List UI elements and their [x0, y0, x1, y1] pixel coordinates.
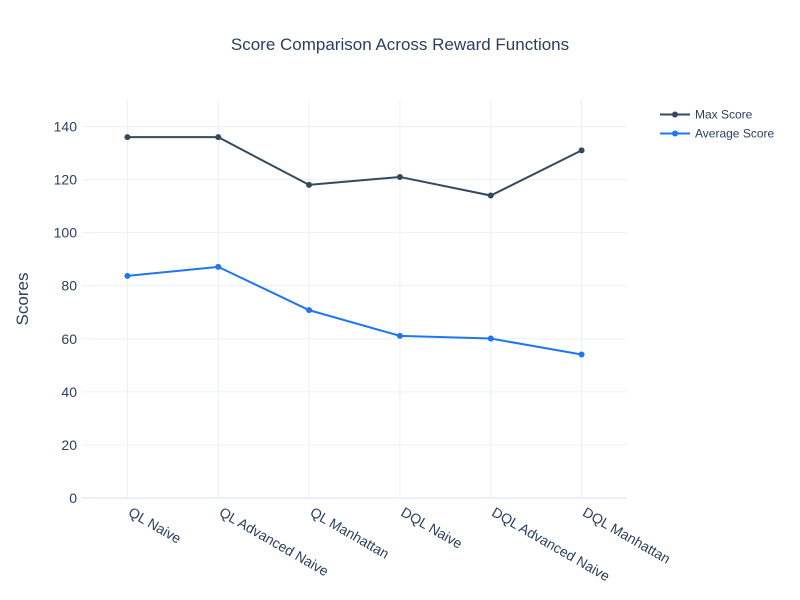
data-point-max-score-ql-naive[interactable]	[124, 134, 131, 141]
data-point-average-score-dql-naive[interactable]	[396, 332, 403, 339]
series-line-max-score	[127, 136, 583, 197]
x-tick-label-ql-naive: QL Naive	[126, 504, 184, 547]
data-point-average-score-ql-naive[interactable]	[124, 272, 131, 279]
y-tick-label: 20	[61, 437, 77, 453]
legend-item-max-score[interactable]: Max Score	[660, 108, 753, 122]
legend-marker-average-score	[672, 130, 678, 137]
series-layer	[124, 134, 585, 358]
x-tick-label-dql-naive: DQL Naive	[398, 504, 465, 552]
data-point-average-score-ql-manhattan[interactable]	[306, 307, 313, 314]
y-tick-label: 100	[54, 225, 78, 241]
data-point-max-score-dql-naive[interactable]	[396, 173, 403, 180]
legend[interactable]: Max Score Average Score	[660, 108, 774, 141]
data-point-max-score-dql-advanced-naive[interactable]	[487, 192, 494, 199]
y-axis-label: Scores	[13, 273, 32, 326]
data-point-average-score-ql-advanced-naive[interactable]	[215, 263, 222, 270]
legend-label-max-score: Max Score	[695, 108, 753, 122]
legend-item-average-score[interactable]: Average Score	[660, 127, 774, 141]
data-point-max-score-dql-manhattan[interactable]	[578, 147, 585, 154]
data-point-average-score-dql-advanced-naive[interactable]	[487, 335, 494, 342]
y-tick-label: 120	[54, 172, 78, 188]
y-tick-label: 140	[54, 119, 78, 135]
legend-label-average-score: Average Score	[695, 127, 774, 141]
data-point-max-score-ql-advanced-naive[interactable]	[215, 134, 222, 141]
grid-layer	[82, 100, 627, 498]
data-point-max-score-ql-manhattan[interactable]	[306, 181, 313, 188]
y-tick-label: 0	[69, 490, 77, 506]
data-point-average-score-dql-manhattan[interactable]	[578, 351, 585, 358]
y-tick-label: 80	[61, 278, 77, 294]
x-tick-label-dql-manhattan: DQL Manhattan	[580, 504, 673, 567]
x-tick-label-ql-manhattan: QL Manhattan	[308, 504, 392, 562]
legend-marker-max-score	[672, 111, 678, 118]
y-tick-label: 60	[61, 331, 77, 347]
chart-title: Score Comparison Across Reward Functions	[231, 35, 569, 54]
y-tick-label: 40	[61, 384, 77, 400]
series-line-average-score	[127, 265, 582, 356]
